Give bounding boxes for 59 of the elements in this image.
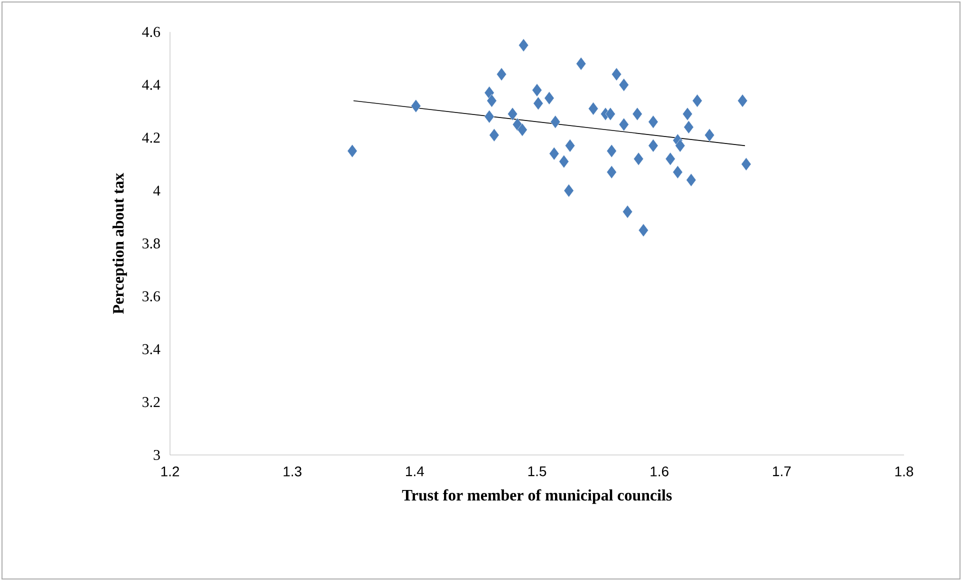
point <box>558 154 569 168</box>
point <box>544 91 554 105</box>
point <box>741 158 752 171</box>
point <box>518 38 529 52</box>
y-tick-label: 4.4 <box>142 80 160 90</box>
point <box>618 118 629 132</box>
point <box>533 96 544 110</box>
x-axis-title: Trust for member of municipal councils <box>402 489 672 504</box>
y-axis-title: Perception about tax <box>112 172 127 314</box>
point <box>486 94 497 108</box>
point <box>347 144 358 158</box>
point <box>684 120 694 134</box>
x-tick-label: 1.6 <box>650 466 668 476</box>
y-tick-label: 4.6 <box>142 26 160 38</box>
point <box>672 165 683 179</box>
point <box>638 224 648 237</box>
point <box>692 94 702 108</box>
y-tick-label: 3.4 <box>142 344 160 354</box>
point <box>410 99 421 113</box>
x-tick-label: 1.7 <box>773 466 791 476</box>
point <box>564 184 574 198</box>
x-tick-label: 1.3 <box>284 466 302 476</box>
point <box>496 68 507 81</box>
point <box>565 139 576 152</box>
point <box>634 152 644 166</box>
point <box>576 57 586 70</box>
x-tick-label: 1.4 <box>406 466 424 476</box>
y-tick-label: 4.2 <box>142 132 160 143</box>
x-tick-label: 1.5 <box>528 466 546 476</box>
point <box>588 102 598 116</box>
point <box>622 205 633 218</box>
point <box>648 139 658 152</box>
point <box>632 107 642 121</box>
point <box>605 107 616 121</box>
point <box>612 68 622 81</box>
y-tick-label: 3.6 <box>142 291 160 302</box>
point <box>682 107 693 121</box>
x-tick-label: 1.8 <box>895 466 914 476</box>
point <box>606 165 617 179</box>
y-tick-label: 3.2 <box>142 397 160 408</box>
point <box>738 94 748 108</box>
point <box>704 128 715 142</box>
point <box>686 173 696 187</box>
y-tick-label: 3 <box>154 450 160 460</box>
point <box>675 139 686 152</box>
point <box>517 123 528 136</box>
point <box>508 107 518 121</box>
point <box>489 128 500 142</box>
point <box>550 115 560 129</box>
y-tick-label: 4 <box>153 186 160 196</box>
point <box>484 110 494 124</box>
point <box>606 144 617 158</box>
point <box>549 146 560 160</box>
x-tick-label: 1.2 <box>161 466 180 476</box>
y-tick-label: 3.8 <box>142 238 160 249</box>
point <box>618 78 629 92</box>
point <box>665 152 676 166</box>
point <box>532 84 542 97</box>
point <box>648 115 658 129</box>
